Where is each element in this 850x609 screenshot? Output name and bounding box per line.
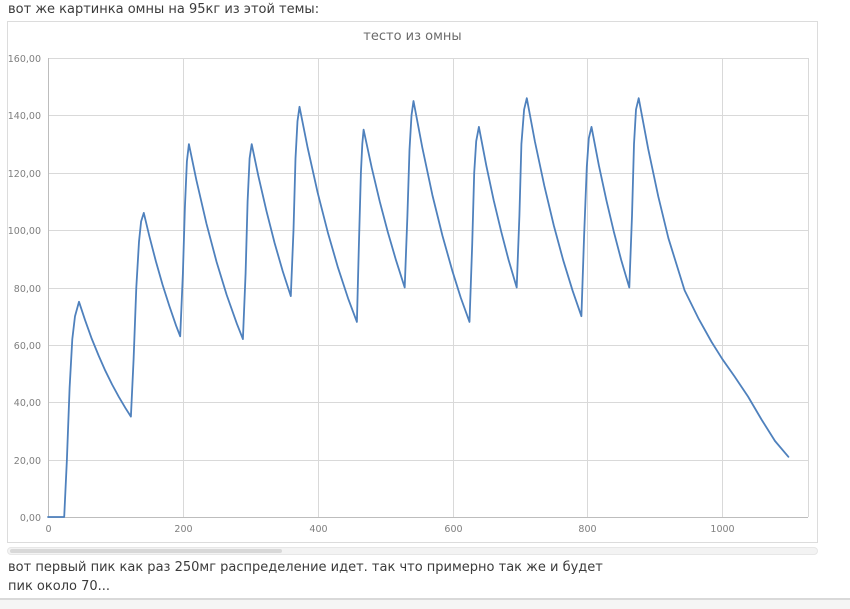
next-section-strip — [0, 600, 850, 609]
post-bottom-text-line1: вот первый пик как раз 250мг распределен… — [8, 560, 603, 575]
y-tick-label: 140,00 — [8, 111, 41, 122]
x-tick-label: 1000 — [710, 524, 734, 535]
y-tick-label: 120,00 — [8, 169, 41, 180]
line-chart-svg: 0,00 20,00 40,00 60,00 80,00 100,00 120,00 140,… — [8, 54, 809, 535]
scrollbar-thumb[interactable] — [10, 549, 282, 553]
x-tick-label: 0 — [45, 524, 51, 535]
x-tick-label: 800 — [578, 524, 596, 535]
post-bottom-text-line2: пик около 70... — [8, 579, 111, 594]
section-divider — [0, 598, 850, 600]
x-tick-label: 600 — [444, 524, 462, 535]
series-line — [47, 97, 790, 518]
y-tick-label: 0,00 — [20, 513, 41, 524]
y-tick-label: 60,00 — [14, 341, 41, 352]
y-tick-label: 20,00 — [14, 456, 41, 467]
y-tick-label: 40,00 — [14, 398, 41, 409]
x-tick-label: 200 — [174, 524, 192, 535]
chart-image-frame[interactable]: тесто из омны 0,00 20,00 40,00 60,00 80,00 10… — [7, 21, 818, 543]
post-top-text: вот же картинка омны на 95кг из этой тем… — [8, 2, 320, 17]
y-tick-label: 80,00 — [14, 284, 41, 295]
y-tick-label: 160,00 — [8, 54, 41, 65]
x-tick-label: 400 — [309, 524, 327, 535]
y-tick-label: 100,00 — [8, 226, 41, 237]
chart-title: тесто из омны — [363, 29, 462, 44]
horizontal-scrollbar[interactable] — [7, 547, 818, 555]
